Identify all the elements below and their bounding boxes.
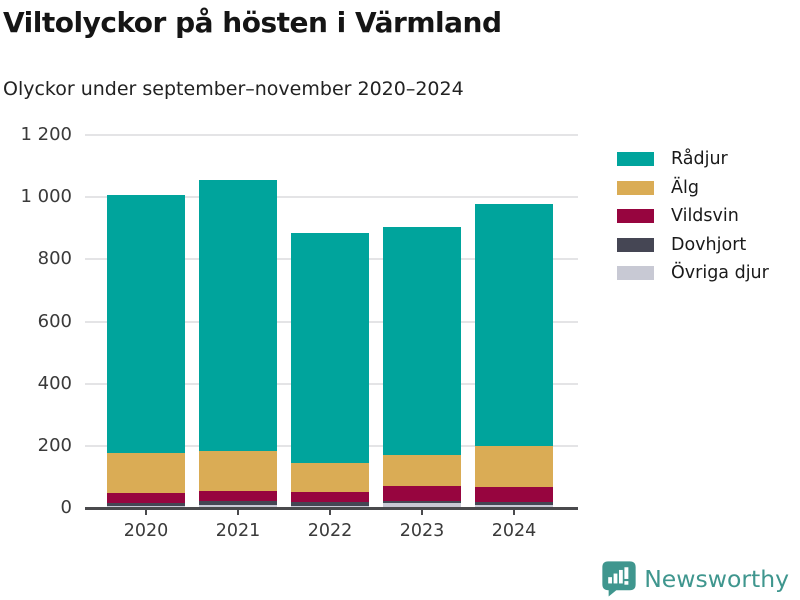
page-subtitle: Olyckor under september–november 2020–20… <box>3 78 464 100</box>
legend-item-Vildsvin: Vildsvin <box>617 206 769 226</box>
legend-swatch <box>617 180 654 195</box>
legend-item-Rådjur: Rådjur <box>617 149 769 169</box>
bar-segment-Vildsvin-2022 <box>291 492 369 503</box>
axis-line <box>85 506 578 510</box>
y-axis-tick-label: 400 <box>37 372 72 394</box>
legend-item-Dovhjort: Dovhjort <box>617 234 769 255</box>
bar-segment-Älg-2021 <box>199 450 277 492</box>
legend-swatch <box>617 237 654 252</box>
x-axis-tick-label: 2021 <box>215 521 261 541</box>
bar-segment-Älg-2022 <box>291 463 369 493</box>
legend-label: Vildsvin <box>671 206 739 226</box>
newsworthy-logo: Newsworthy <box>601 560 789 597</box>
legend-swatch <box>617 266 654 280</box>
bar-segment-Övriga djur-2024 <box>475 504 553 508</box>
bar-segment-Rådjur-2020 <box>107 194 185 453</box>
y-axis-tick-label: 200 <box>37 434 72 456</box>
bar-segment-Dovhjort-2023 <box>383 500 461 504</box>
x-axis-tick <box>145 509 147 515</box>
bar-segment-Älg-2020 <box>107 452 185 493</box>
bar-segment-Dovhjort-2024 <box>475 502 553 505</box>
page-title: Viltolyckor på hösten i Värmland <box>3 6 502 39</box>
bar-segment-Vildsvin-2020 <box>107 492 185 503</box>
y-axis-tick-label: 0 <box>60 497 72 518</box>
legend-item-Övriga djur: Övriga djur <box>617 263 769 283</box>
x-axis-tick-label: 2023 <box>399 521 445 541</box>
legend-item-Älg: Älg <box>617 177 769 198</box>
y-axis-tick-label: 1 200 <box>20 124 72 145</box>
bar-segment-Vildsvin-2024 <box>475 487 553 503</box>
bar-segment-Övriga djur-2023 <box>383 503 461 508</box>
bar-chart-speech-bubble-icon <box>601 560 637 597</box>
y-axis-tick-label: 800 <box>37 248 72 270</box>
bar-segment-Rådjur-2024 <box>475 204 553 447</box>
legend-label: Dovhjort <box>671 234 747 255</box>
bar-segment-Vildsvin-2021 <box>199 491 277 502</box>
bar-segment-Älg-2024 <box>475 446 553 488</box>
bar-segment-Rådjur-2022 <box>291 233 369 464</box>
brand-name: Newsworthy <box>644 564 789 593</box>
bar-segment-Rådjur-2023 <box>383 227 461 456</box>
legend: Rådjur Älg Vildsvin Dovhjort Övriga djur <box>617 149 769 295</box>
gridline-1200 <box>85 134 578 136</box>
legend-swatch <box>617 152 654 166</box>
bar-segment-Dovhjort-2021 <box>199 501 277 506</box>
legend-label: Älg <box>671 177 699 198</box>
y-axis-tick-label: 1 000 <box>20 186 72 208</box>
x-axis-tick <box>237 509 239 515</box>
x-axis-tick <box>329 509 331 515</box>
bar-segment-Älg-2023 <box>383 455 461 486</box>
legend-label: Rådjur <box>671 149 728 169</box>
bar-segment-Rådjur-2021 <box>199 180 277 451</box>
y-axis-tick-label: 600 <box>37 310 72 332</box>
bar-segment-Dovhjort-2022 <box>291 502 369 506</box>
gridline-1000 <box>85 196 578 199</box>
bar-segment-Dovhjort-2020 <box>107 502 185 506</box>
x-axis-tick <box>421 509 423 515</box>
x-axis-tick-label: 2020 <box>123 521 169 541</box>
legend-swatch <box>617 209 654 223</box>
x-axis-tick-label: 2022 <box>307 521 353 541</box>
legend-label: Övriga djur <box>671 263 769 283</box>
x-axis-tick <box>513 509 515 515</box>
x-axis-tick-label: 2024 <box>491 521 537 541</box>
bar-segment-Vildsvin-2023 <box>383 485 461 501</box>
